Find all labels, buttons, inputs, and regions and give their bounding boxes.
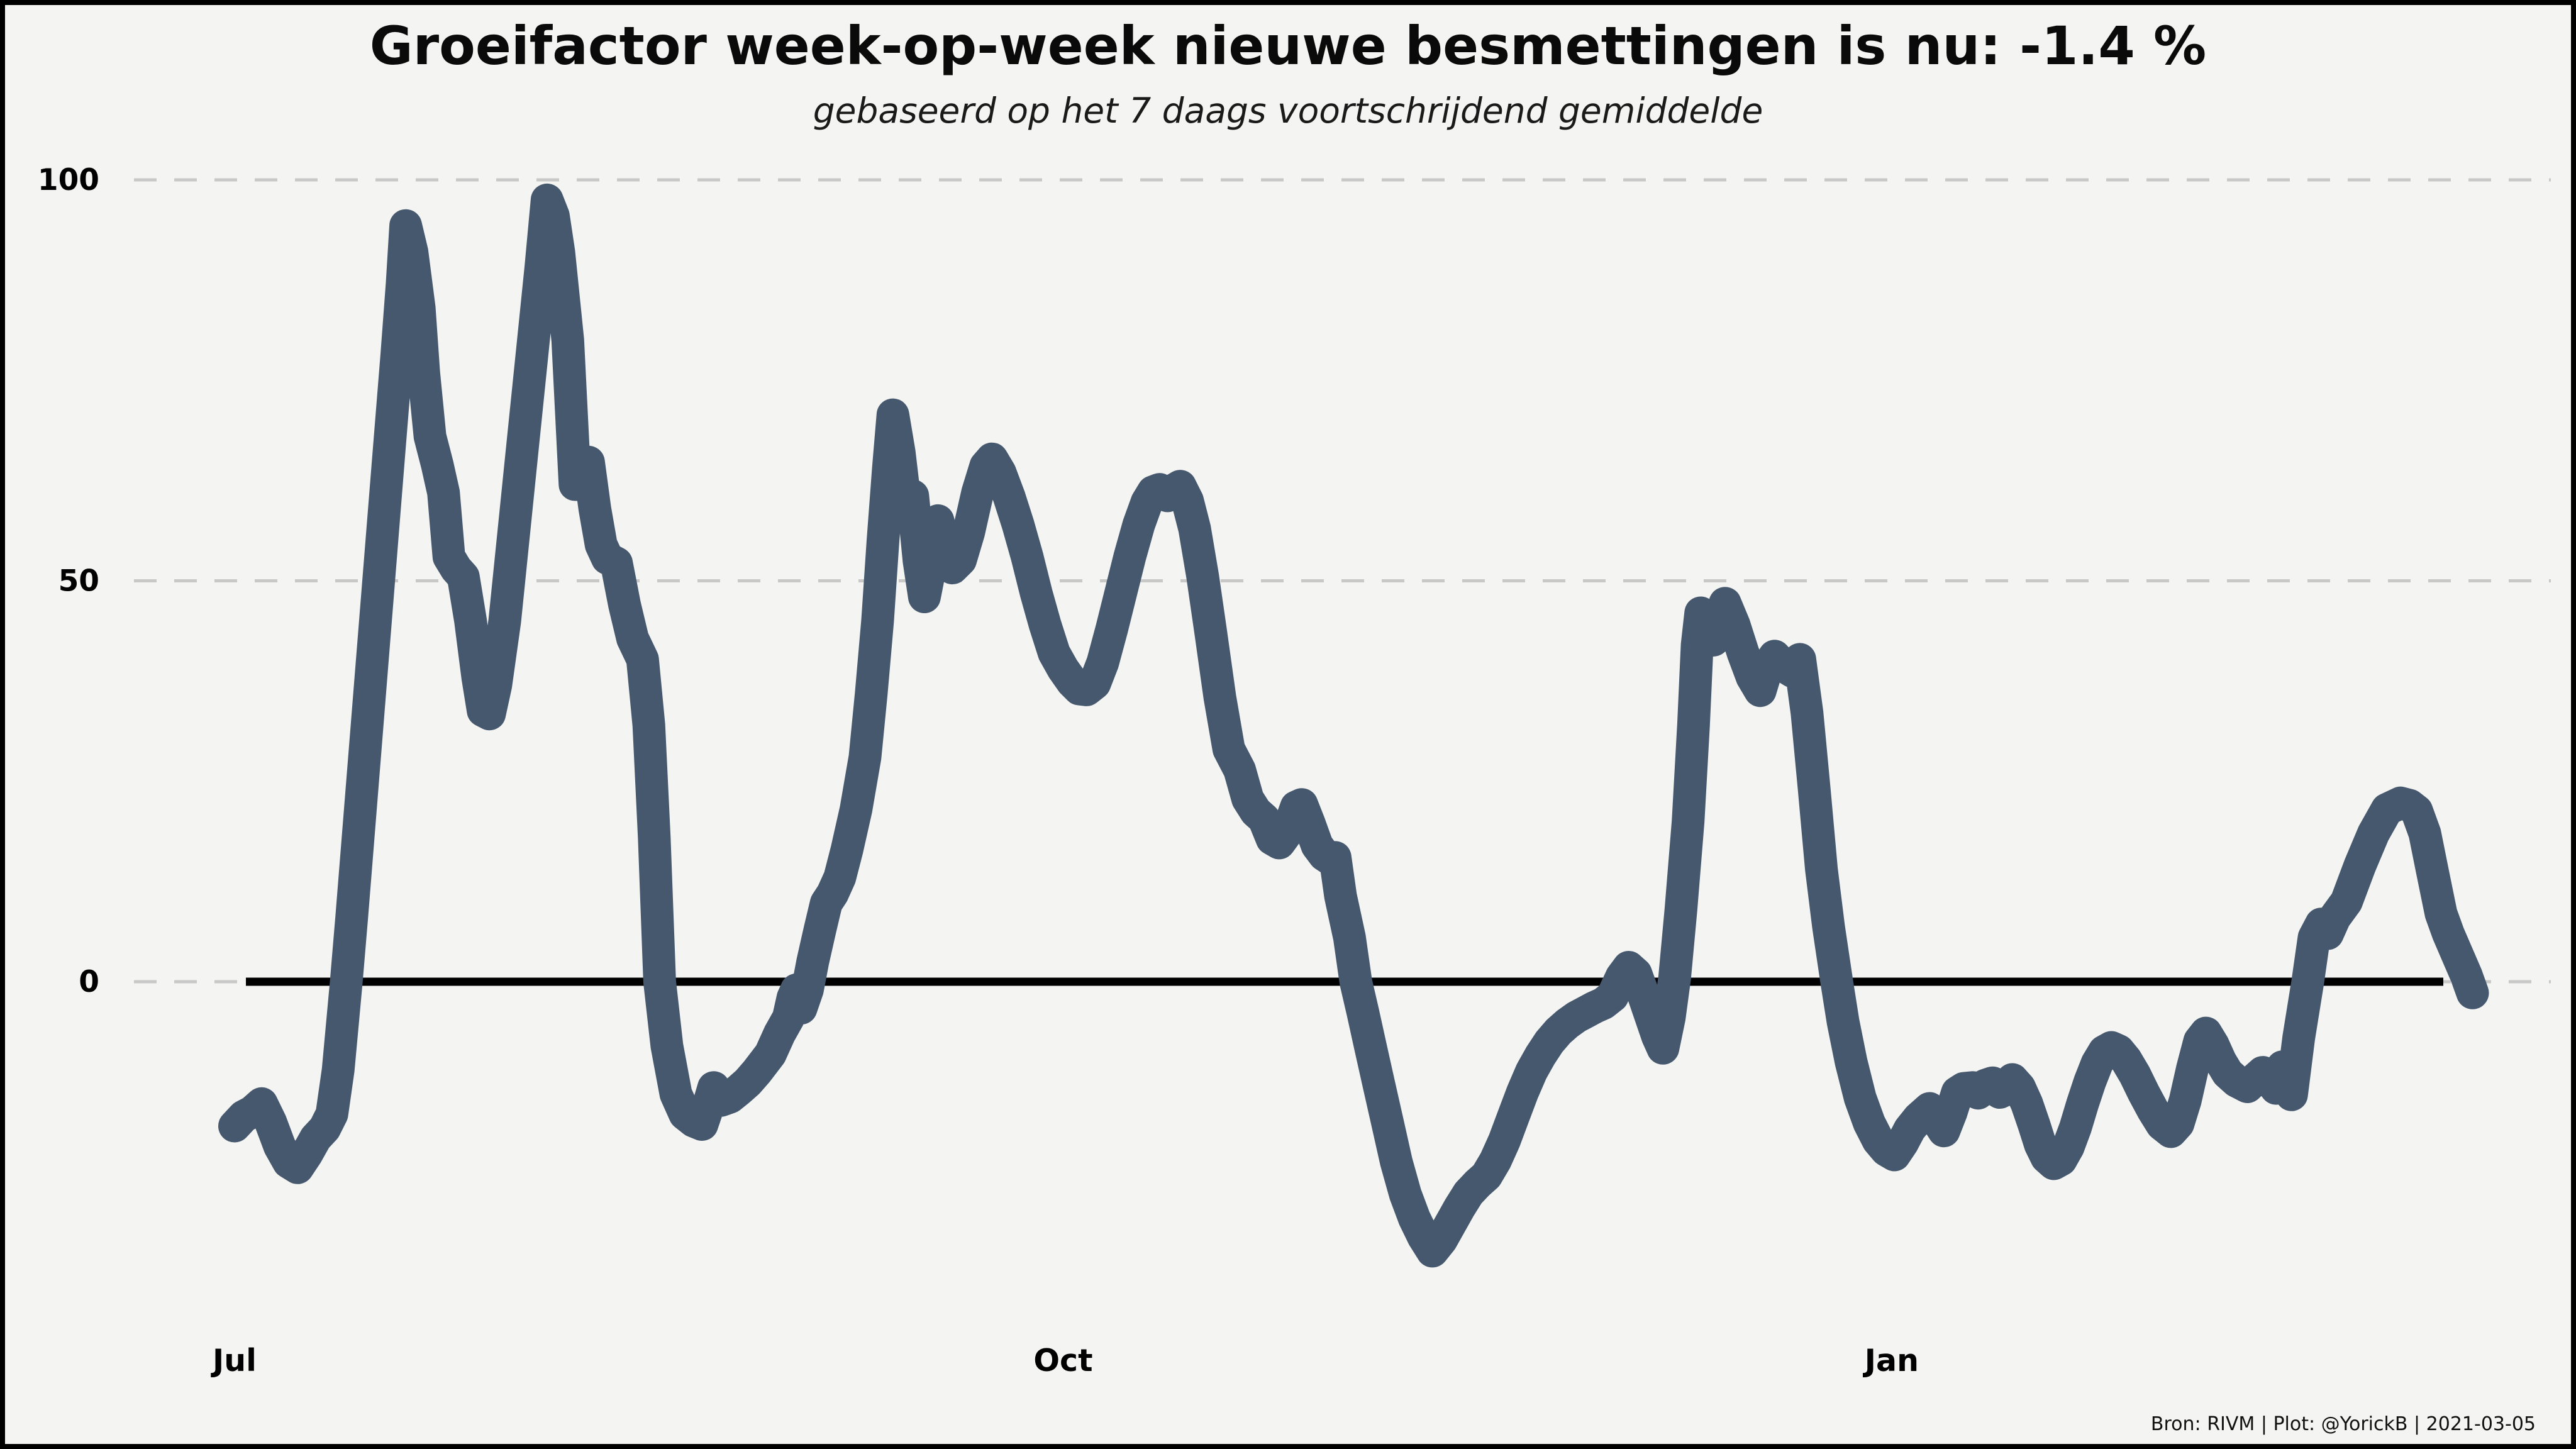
y-axis-label-100: 100 <box>38 163 99 197</box>
chart-title: Groeifactor week-op-week nieuwe besmetti… <box>369 15 2207 77</box>
x-axis-label-Oct: Oct <box>1033 1343 1092 1379</box>
line-chart-svg: 0 50 100 Jul Oct Jan <box>38 163 2551 1379</box>
growth-factor-line <box>218 183 2489 1268</box>
source-credit: Bron: RIVM | Plot: @YorickB | 2021-03-05 <box>2150 1413 2536 1435</box>
x-axis-label-Jul: Jul <box>211 1343 257 1379</box>
chart-subtitle: gebaseerd op het 7 daags voortschrijdend… <box>813 91 1763 131</box>
y-axis-label-50: 50 <box>58 564 99 599</box>
x-axis-label-Jan: Jan <box>1863 1343 1919 1379</box>
y-axis-label-0: 0 <box>79 965 99 999</box>
